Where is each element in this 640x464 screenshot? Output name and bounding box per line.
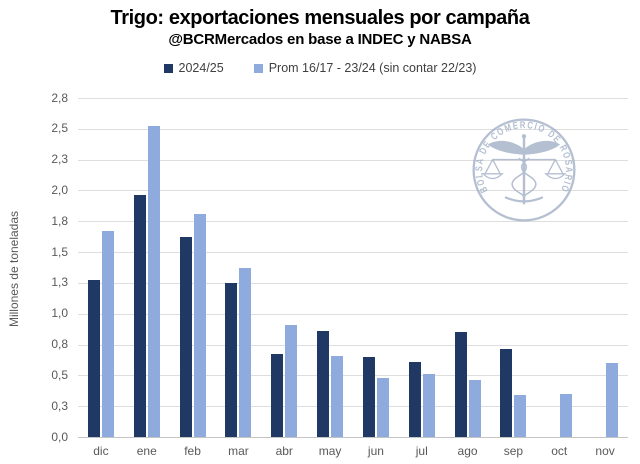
y-tick-label: 2,0: [51, 182, 68, 197]
chart-subtitle: @BCRMercados en base a INDEC y NABSA: [168, 31, 472, 48]
bar-promedio: [147, 126, 160, 437]
bar-promedio: [422, 374, 435, 437]
x-tick-label: dic: [93, 444, 109, 458]
snake-right: [520, 157, 537, 202]
plot-area: [78, 98, 628, 438]
gridline: [78, 344, 628, 346]
bar-2024-25: [454, 332, 467, 437]
bar-2024-25: [271, 354, 284, 437]
bar-promedio: [468, 380, 481, 437]
y-tick-label: 2,5: [51, 121, 68, 136]
bar-2024-25: [408, 361, 421, 437]
legend-swatch: [163, 63, 173, 73]
y-tick-label: 0,8: [51, 337, 68, 352]
bar-2024-25: [179, 237, 192, 437]
wing-left: [487, 140, 524, 155]
gridline: [78, 406, 628, 408]
legend-item: 2024/25: [163, 61, 224, 75]
caduceus-icon: [487, 134, 561, 205]
y-tick-label: 0,0: [51, 429, 68, 444]
chart-title: Trigo: exportaciones mensuales por campa…: [110, 7, 530, 29]
x-tick-label: jun: [367, 444, 384, 458]
legend-item: Prom 16/17 - 23/24 (sin contar 22/23): [253, 61, 477, 75]
gridline: [78, 128, 628, 130]
bar-promedio: [560, 393, 573, 437]
legend-label: Prom 16/17 - 23/24 (sin contar 22/23): [268, 61, 477, 75]
bar-promedio: [193, 213, 206, 437]
bar-promedio: [606, 363, 619, 437]
bar-2024-25: [317, 331, 330, 437]
bar-promedio: [376, 377, 389, 437]
gridline: [78, 313, 628, 315]
bar-promedio: [239, 268, 252, 437]
scales-icon: [481, 158, 567, 180]
y-tick-label: 0,5: [51, 367, 68, 382]
bar-2024-25: [362, 356, 375, 437]
x-tick-label: mar: [228, 444, 249, 458]
x-tick-label: may: [318, 444, 342, 458]
bar-2024-25: [500, 349, 513, 437]
chart-legend: 2024/25 Prom 16/17 - 23/24 (sin contar 22…: [0, 61, 640, 75]
y-tick-label: 2,8: [51, 90, 68, 105]
bcr-logo-watermark: BOLSA DE COMERCIO DE ROSARIO: [472, 118, 576, 222]
y-tick-label: 1,0: [51, 306, 68, 321]
bar-promedio: [514, 395, 527, 437]
legend-swatch: [253, 63, 263, 73]
stamp-banner-text: [504, 196, 544, 203]
bar-promedio: [101, 231, 114, 437]
y-tick-label: 0,3: [51, 398, 68, 413]
x-tick-label: sep: [503, 444, 524, 458]
bar-2024-25: [87, 280, 100, 437]
x-axis-line: [78, 437, 628, 438]
bar-promedio: [331, 355, 344, 437]
x-tick-label: abr: [275, 444, 293, 458]
x-tick-label: oct: [551, 444, 568, 458]
bar-promedio: [285, 324, 298, 437]
gridline: [78, 252, 628, 254]
gridline: [78, 282, 628, 284]
legend-label: 2024/25: [178, 61, 224, 75]
snake-left: [511, 157, 528, 202]
y-tick-label: 1,5: [51, 244, 68, 259]
stamp-ring: [472, 118, 576, 222]
y-tick-label: 1,8: [51, 213, 68, 228]
y-axis-title: Millones de toneladas: [7, 210, 21, 328]
x-tick-label: jul: [415, 444, 428, 458]
gridline: [78, 159, 628, 161]
gridline: [78, 375, 628, 377]
gridline: [78, 221, 628, 223]
x-tick-label: nov: [595, 444, 615, 458]
x-tick-label: ene: [136, 444, 157, 458]
x-tick-label: feb: [184, 444, 201, 458]
y-tick-label: 2,3: [51, 152, 68, 167]
x-tick-label: ago: [457, 444, 478, 458]
bar-2024-25: [225, 282, 238, 437]
gridline: [78, 190, 628, 192]
bar-2024-25: [133, 195, 146, 437]
gridline: [78, 98, 628, 99]
wing-right: [524, 140, 561, 155]
y-tick-label: 1,3: [51, 275, 68, 290]
